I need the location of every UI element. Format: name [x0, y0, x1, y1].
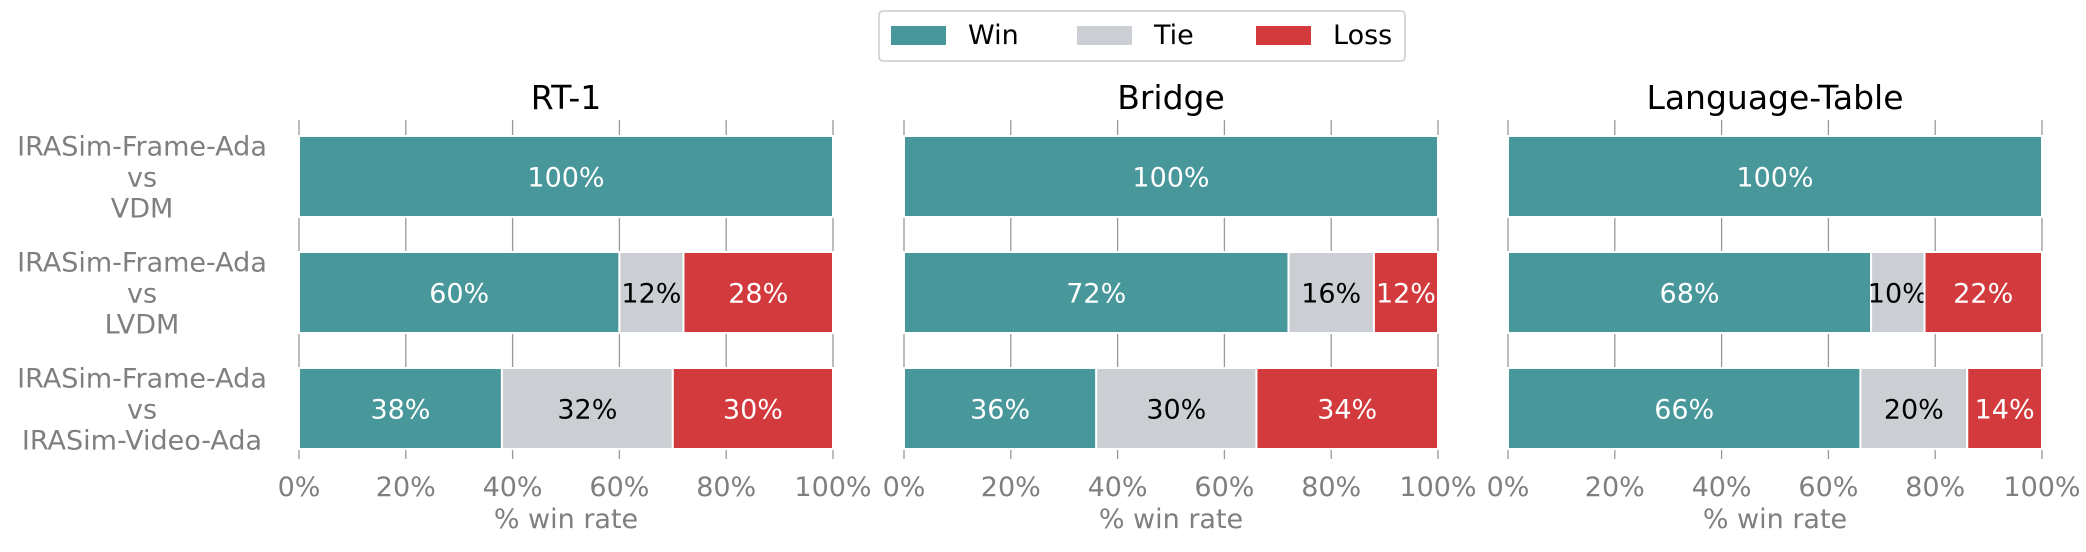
bar-value-label: 30% — [1146, 395, 1206, 426]
bar-value-label: 66% — [1654, 395, 1714, 426]
bar-value-label: 12% — [621, 279, 681, 310]
subplot-3: Language-Table 100% 68% 10% 22% 66% 20% 14% 0% 20… — [1487, 78, 2081, 535]
bar-win — [298, 367, 503, 450]
bar-value-label: 68% — [1660, 279, 1720, 310]
subplot-2: Bridge 100% 72% 16% 12% 36% 30% 34% 0% 20% 40% 60% 8… — [883, 78, 1477, 535]
bar-tie — [1870, 251, 1926, 334]
x-tick-label: 100% — [2003, 472, 2080, 503]
category-label-line: VDM — [111, 194, 174, 225]
category-label-line: IRASim-Frame-Ada — [17, 364, 267, 395]
subplot-title: RT-1 — [531, 78, 602, 117]
bar-value-label: 36% — [970, 395, 1030, 426]
bar-tie — [500, 367, 674, 450]
x-axis-label: % win rate — [494, 504, 638, 535]
x-axis-label: % win rate — [1099, 504, 1243, 535]
x-tick-label: 0% — [1487, 472, 1530, 503]
x-tick-label: 60% — [589, 472, 649, 503]
bar-win — [903, 367, 1098, 450]
category-label: IRASim-Frame-Ada vs VDM — [17, 132, 267, 225]
x-tick-label: 100% — [1399, 472, 1476, 503]
subplot-title: Bridge — [1117, 78, 1225, 117]
bar-value-label: 20% — [1884, 395, 1944, 426]
bar-tie — [1095, 367, 1258, 450]
bar-value-label: 22% — [1953, 279, 2013, 310]
bar-value-label: 10% — [1868, 279, 1928, 310]
bar-win — [903, 251, 1290, 334]
x-tick-label: 60% — [1798, 472, 1858, 503]
legend-label-loss: Loss — [1333, 20, 1392, 51]
bar-loss — [1255, 367, 1439, 450]
bar-loss — [682, 251, 834, 334]
bar-loss — [1923, 251, 2044, 334]
x-tick-label: 20% — [981, 472, 1041, 503]
category-label: IRASim-Frame-Ada vs IRASim-Video-Ada — [17, 364, 267, 457]
legend: Win Tie Loss — [878, 10, 1406, 62]
bar-value-label: 16% — [1301, 279, 1361, 310]
bar-value-label: 100% — [1736, 163, 1813, 194]
bar-value-label: 100% — [1132, 163, 1209, 194]
bar-win — [903, 135, 1439, 218]
category-label: IRASim-Frame-Ada vs LVDM — [17, 248, 267, 341]
category-label-line: LVDM — [105, 310, 180, 341]
bar-value-label: 32% — [557, 395, 617, 426]
legend-frame — [878, 10, 1406, 62]
bar-loss — [671, 367, 834, 450]
subplot-1: RT-1 100% 60% 12% 28% 38% 32% 30% 0% 20% 40% 60% 80%… — [278, 78, 872, 535]
bar-value-label: 34% — [1317, 395, 1377, 426]
bar-value-label: 72% — [1066, 279, 1126, 310]
bar-value-label: 60% — [429, 279, 489, 310]
bar-value-label: 100% — [527, 163, 604, 194]
category-label-line: IRASim-Video-Ada — [22, 426, 262, 457]
x-tick-label: 0% — [278, 472, 321, 503]
x-tick-label: 40% — [1088, 472, 1148, 503]
x-tick-label: 80% — [1905, 472, 1965, 503]
bar-win — [298, 135, 834, 218]
legend-swatch-tie — [1077, 26, 1132, 45]
bar-value-label: 38% — [370, 395, 430, 426]
bar-loss — [1372, 251, 1440, 334]
legend-swatch-loss — [1256, 26, 1311, 45]
x-tick-label: 80% — [1301, 472, 1361, 503]
category-label-line: vs — [127, 163, 157, 194]
subplot-title: Language-Table — [1646, 78, 1903, 117]
x-tick-label: 40% — [1692, 472, 1752, 503]
x-tick-label: 40% — [483, 472, 543, 503]
category-label-line: vs — [127, 279, 157, 310]
bar-value-label: 30% — [723, 395, 783, 426]
legend-label-tie: Tie — [1153, 20, 1194, 51]
bar-value-label: 12% — [1376, 279, 1436, 310]
x-tick-label: 80% — [696, 472, 756, 503]
legend-label-win: Win — [968, 20, 1019, 51]
bar-win — [1507, 135, 2043, 218]
category-label-line: vs — [127, 395, 157, 426]
bar-win — [1507, 251, 1873, 334]
bar-tie — [1859, 367, 1969, 450]
category-label-line: IRASim-Frame-Ada — [17, 248, 267, 279]
x-tick-label: 100% — [794, 472, 871, 503]
bar-tie — [1287, 251, 1375, 334]
x-tick-label: 20% — [1585, 472, 1645, 503]
x-tick-label: 0% — [883, 472, 926, 503]
legend-swatch-win — [891, 26, 946, 45]
x-axis-label: % win rate — [1703, 504, 1847, 535]
x-tick-label: 60% — [1194, 472, 1254, 503]
bar-win — [1507, 367, 1862, 450]
bar-value-label: 28% — [728, 279, 788, 310]
bar-loss — [1966, 367, 2043, 450]
x-tick-label: 20% — [376, 472, 436, 503]
bar-value-label: 14% — [1975, 395, 2035, 426]
category-label-line: IRASim-Frame-Ada — [17, 132, 267, 163]
